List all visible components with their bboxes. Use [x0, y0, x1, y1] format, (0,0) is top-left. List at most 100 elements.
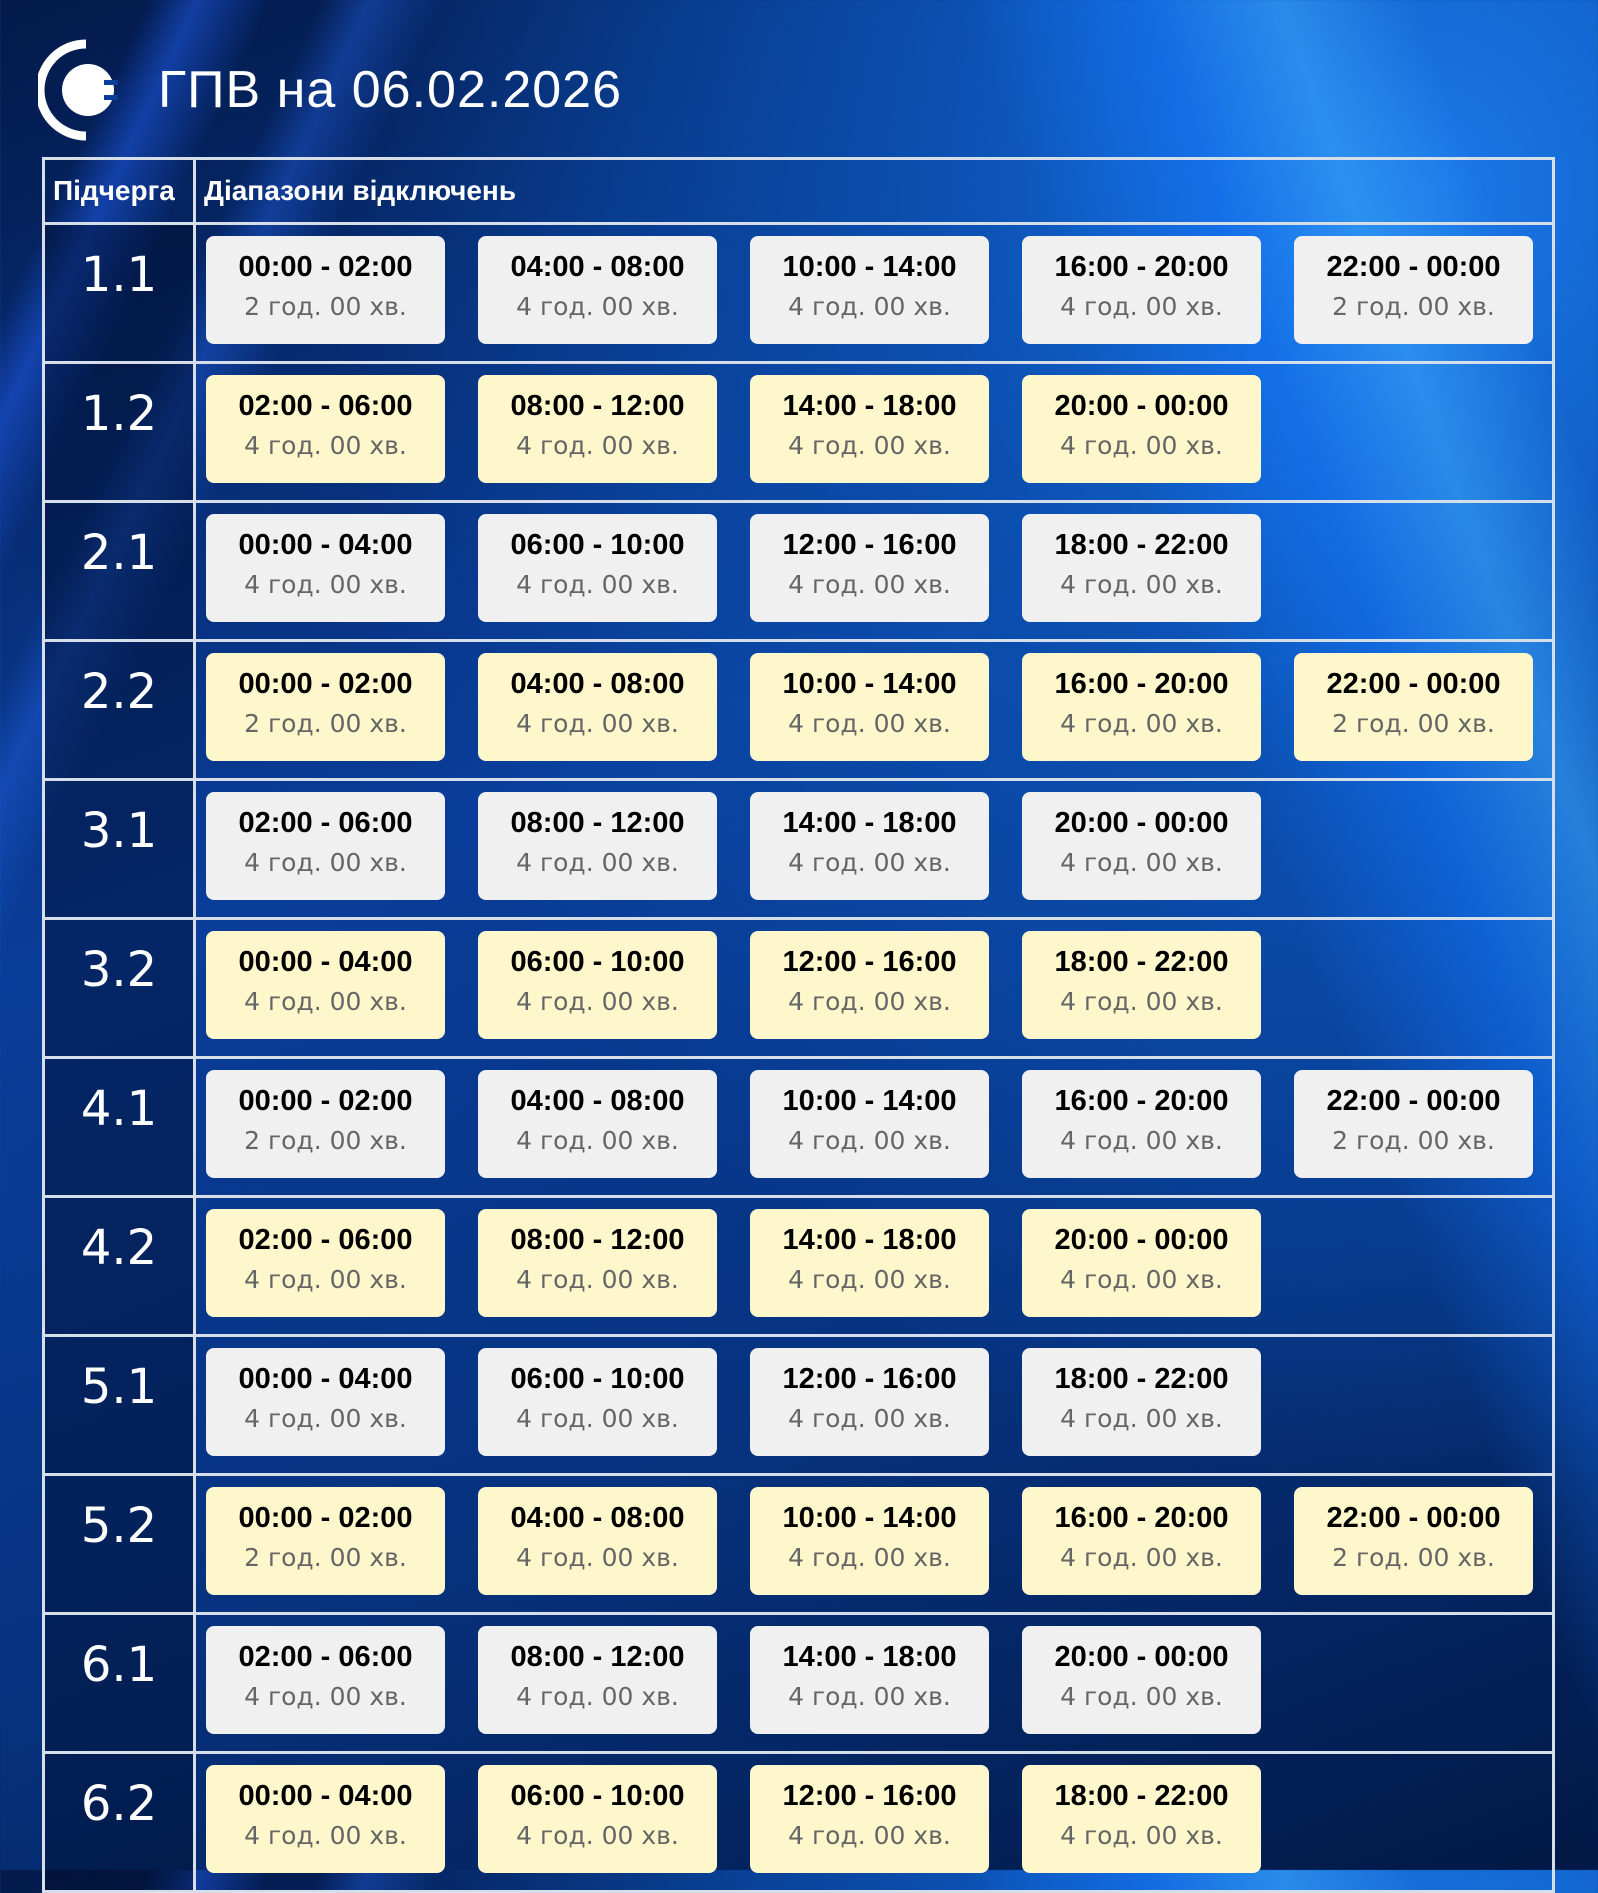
- duration: 4 год. 00 хв.: [516, 1821, 679, 1850]
- time-range: 10:00 - 14:00: [782, 1502, 957, 1534]
- time-range: 14:00 - 18:00: [782, 1641, 957, 1673]
- table-row: 4.2 02:00 - 06:00 4 год. 00 хв. 08:00 - 12:…: [43, 1195, 1554, 1337]
- time-range: 00:00 - 04:00: [238, 946, 413, 978]
- outage-range-cell: 00:00 - 04:00 4 год. 00 хв.: [206, 514, 445, 622]
- time-range: 02:00 - 06:00: [238, 1224, 413, 1256]
- duration: 4 год. 00 хв.: [1060, 1821, 1223, 1850]
- time-range: 08:00 - 12:00: [510, 1641, 685, 1673]
- table-row: 3.1 02:00 - 06:00 4 год. 00 хв. 08:00 - 12:…: [43, 778, 1554, 920]
- outage-range-cell: 10:00 - 14:00 4 год. 00 хв.: [750, 236, 989, 344]
- page-title: ГПВ на 06.02.2026: [158, 61, 623, 119]
- outage-range-cell: 02:00 - 06:00 4 год. 00 хв.: [206, 1209, 445, 1317]
- outage-range-cell: 02:00 - 06:00 4 год. 00 хв.: [206, 792, 445, 900]
- outage-range-cell: 00:00 - 04:00 4 год. 00 хв.: [206, 1765, 445, 1873]
- outage-range-cell: 00:00 - 04:00 4 год. 00 хв.: [206, 931, 445, 1039]
- time-range: 02:00 - 06:00: [238, 807, 413, 839]
- duration: 4 год. 00 хв.: [788, 709, 951, 738]
- queue-label: 5.2: [43, 1473, 196, 1615]
- outage-range-cell: 12:00 - 16:00 4 год. 00 хв.: [750, 931, 989, 1039]
- outage-range-cell: 18:00 - 22:00 4 год. 00 хв.: [1022, 1348, 1261, 1456]
- time-range: 22:00 - 00:00: [1326, 1502, 1501, 1534]
- time-range: 16:00 - 20:00: [1054, 1502, 1229, 1534]
- outage-range-cell: 22:00 - 00:00 2 год. 00 хв.: [1294, 1070, 1533, 1178]
- duration: 4 год. 00 хв.: [516, 570, 679, 599]
- outage-range-cell: 16:00 - 20:00 4 год. 00 хв.: [1022, 236, 1261, 344]
- time-range: 08:00 - 12:00: [510, 1224, 685, 1256]
- duration: 4 год. 00 хв.: [788, 1126, 951, 1155]
- outage-range-cell: 18:00 - 22:00 4 год. 00 хв.: [1022, 931, 1261, 1039]
- time-range: 22:00 - 00:00: [1326, 1085, 1501, 1117]
- duration: 4 год. 00 хв.: [788, 848, 951, 877]
- time-range: 00:00 - 02:00: [238, 668, 413, 700]
- time-range: 18:00 - 22:00: [1054, 1363, 1229, 1395]
- time-range: 04:00 - 08:00: [510, 1502, 685, 1534]
- outage-range-cell: 02:00 - 06:00 4 год. 00 хв.: [206, 375, 445, 483]
- duration: 4 год. 00 хв.: [516, 709, 679, 738]
- table-row: 3.2 00:00 - 04:00 4 год. 00 хв. 06:00 - 10:…: [43, 917, 1554, 1059]
- queue-label: 2.2: [43, 639, 196, 781]
- table-row: 1.1 00:00 - 02:00 2 год. 00 хв. 04:00 - 08:…: [43, 222, 1554, 364]
- duration: 4 год. 00 хв.: [516, 1404, 679, 1433]
- duration: 4 год. 00 хв.: [1060, 848, 1223, 877]
- outage-range-cell: 00:00 - 02:00 2 год. 00 хв.: [206, 236, 445, 344]
- outage-range-cell: 00:00 - 02:00 2 год. 00 хв.: [206, 653, 445, 761]
- duration: 4 год. 00 хв.: [516, 431, 679, 460]
- outage-range-cell: 08:00 - 12:00 4 год. 00 хв.: [478, 375, 717, 483]
- time-range: 00:00 - 02:00: [238, 251, 413, 283]
- time-range: 20:00 - 00:00: [1054, 807, 1229, 839]
- duration: 4 год. 00 хв.: [788, 1404, 951, 1433]
- duration: 4 год. 00 хв.: [244, 1265, 407, 1294]
- outage-range-cell: 00:00 - 04:00 4 год. 00 хв.: [206, 1348, 445, 1456]
- duration: 4 год. 00 хв.: [1060, 1543, 1223, 1572]
- time-range: 00:00 - 04:00: [238, 1363, 413, 1395]
- duration: 2 год. 00 хв.: [1332, 1126, 1495, 1155]
- queue-label: 1.1: [43, 222, 196, 364]
- queue-label: 3.2: [43, 917, 196, 1059]
- duration: 4 год. 00 хв.: [244, 1821, 407, 1850]
- outage-range-cell: 06:00 - 10:00 4 год. 00 хв.: [478, 1348, 717, 1456]
- outage-range-cell: 18:00 - 22:00 4 год. 00 хв.: [1022, 514, 1261, 622]
- outage-range-cell: 06:00 - 10:00 4 год. 00 хв.: [478, 1765, 717, 1873]
- duration: 4 год. 00 хв.: [516, 848, 679, 877]
- outage-range-cell: 20:00 - 00:00 4 год. 00 хв.: [1022, 375, 1261, 483]
- outage-range-cell: 16:00 - 20:00 4 год. 00 хв.: [1022, 653, 1261, 761]
- column-header-ranges: Діапазони відключень: [194, 157, 1554, 225]
- time-range: 00:00 - 04:00: [238, 1780, 413, 1812]
- outage-range-cell: 00:00 - 02:00 2 год. 00 хв.: [206, 1070, 445, 1178]
- outage-range-cell: 22:00 - 00:00 2 год. 00 хв.: [1294, 236, 1533, 344]
- outage-range-cell: 14:00 - 18:00 4 год. 00 хв.: [750, 375, 989, 483]
- duration: 4 год. 00 хв.: [788, 1543, 951, 1572]
- duration: 2 год. 00 хв.: [244, 709, 407, 738]
- time-range: 06:00 - 10:00: [510, 529, 685, 561]
- outage-range-cell: 08:00 - 12:00 4 год. 00 хв.: [478, 1626, 717, 1734]
- header: ГПВ на 06.02.2026: [35, 38, 623, 142]
- time-range: 22:00 - 00:00: [1326, 251, 1501, 283]
- outage-range-cell: 00:00 - 02:00 2 год. 00 хв.: [206, 1487, 445, 1595]
- outage-range-cell: 02:00 - 06:00 4 год. 00 хв.: [206, 1626, 445, 1734]
- time-range: 18:00 - 22:00: [1054, 529, 1229, 561]
- time-range: 22:00 - 00:00: [1326, 668, 1501, 700]
- queue-label: 2.1: [43, 500, 196, 642]
- time-range: 00:00 - 02:00: [238, 1502, 413, 1534]
- duration: 4 год. 00 хв.: [516, 1543, 679, 1572]
- outage-range-cell: 08:00 - 12:00 4 год. 00 хв.: [478, 1209, 717, 1317]
- duration: 4 год. 00 хв.: [516, 1265, 679, 1294]
- outage-range-cell: 20:00 - 00:00 4 год. 00 хв.: [1022, 792, 1261, 900]
- time-range: 04:00 - 08:00: [510, 1085, 685, 1117]
- time-range: 10:00 - 14:00: [782, 668, 957, 700]
- time-range: 16:00 - 20:00: [1054, 668, 1229, 700]
- duration: 4 год. 00 хв.: [788, 1682, 951, 1711]
- time-range: 06:00 - 10:00: [510, 1780, 685, 1812]
- duration: 4 год. 00 хв.: [1060, 987, 1223, 1016]
- time-range: 20:00 - 00:00: [1054, 390, 1229, 422]
- time-range: 20:00 - 00:00: [1054, 1641, 1229, 1673]
- duration: 4 год. 00 хв.: [1060, 1682, 1223, 1711]
- duration: 4 год. 00 хв.: [788, 570, 951, 599]
- outage-range-cell: 12:00 - 16:00 4 год. 00 хв.: [750, 1765, 989, 1873]
- time-range: 02:00 - 06:00: [238, 390, 413, 422]
- outage-range-cell: 14:00 - 18:00 4 год. 00 хв.: [750, 1209, 989, 1317]
- outage-range-cell: 14:00 - 18:00 4 год. 00 хв.: [750, 792, 989, 900]
- outage-range-cell: 22:00 - 00:00 2 год. 00 хв.: [1294, 653, 1533, 761]
- duration: 4 год. 00 хв.: [788, 431, 951, 460]
- outage-range-cell: 16:00 - 20:00 4 год. 00 хв.: [1022, 1070, 1261, 1178]
